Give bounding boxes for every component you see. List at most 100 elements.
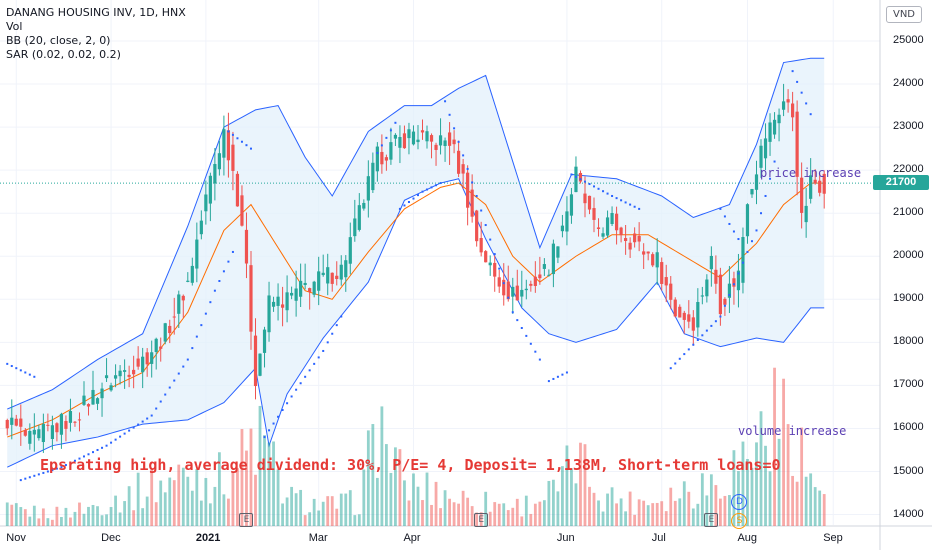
earnings-marker[interactable]: E xyxy=(704,513,719,527)
time-tick-label: Apr xyxy=(403,532,421,544)
volume-bar xyxy=(23,509,27,526)
sar-dot xyxy=(182,365,185,368)
sar-dot xyxy=(55,467,58,470)
volume-bar xyxy=(240,429,244,526)
candle-body xyxy=(375,146,379,172)
sar-dot xyxy=(696,339,699,342)
sar-dot xyxy=(231,250,234,253)
sar-dot xyxy=(430,186,433,189)
sar-dot xyxy=(137,423,140,426)
volume-bar xyxy=(236,468,239,526)
volume-bar xyxy=(565,445,569,526)
volume-bar xyxy=(285,497,289,526)
candle-body xyxy=(10,417,14,425)
volume-bar xyxy=(782,378,785,526)
sar-dot xyxy=(268,429,271,432)
volume-bar xyxy=(728,495,731,526)
sar-dot xyxy=(511,311,514,314)
volume-bar xyxy=(542,500,546,526)
sar-dot xyxy=(714,320,717,323)
split-marker[interactable]: S xyxy=(731,513,748,529)
volume-bar xyxy=(217,452,221,526)
volume-bar xyxy=(290,486,294,526)
sar-dot xyxy=(19,479,22,482)
volume-bar xyxy=(299,489,303,526)
volume-bar xyxy=(466,497,470,526)
volume-bar xyxy=(362,469,366,526)
candle-body xyxy=(398,136,402,148)
volume-bar xyxy=(267,442,271,526)
volume-bar xyxy=(380,406,384,526)
annotation-price-increase[interactable]: price increase xyxy=(760,166,862,180)
candle-body xyxy=(777,114,781,124)
currency-button[interactable]: VND xyxy=(886,6,922,23)
volume-bar xyxy=(583,444,587,526)
sar-dot xyxy=(240,140,243,143)
earnings-marker[interactable]: E xyxy=(474,513,489,527)
annotation-volume-increase[interactable]: volume increase xyxy=(738,424,847,438)
volume-bar xyxy=(10,504,14,526)
sar-dot xyxy=(579,178,582,181)
volume-bar xyxy=(141,508,145,526)
candle-body xyxy=(696,302,700,328)
sar-dot xyxy=(525,334,528,337)
volume-bar xyxy=(105,514,108,526)
sar-dot xyxy=(615,197,618,200)
candle-body xyxy=(614,213,619,231)
candle-body xyxy=(41,423,45,443)
candle-body xyxy=(389,142,393,160)
volume-bar xyxy=(764,445,767,526)
volume-bar xyxy=(281,503,284,526)
candle-body xyxy=(642,251,646,255)
candle-body xyxy=(493,262,497,277)
sar-dot xyxy=(475,194,478,197)
sar-dot xyxy=(191,347,194,350)
volume-bar xyxy=(177,464,181,526)
candle-body xyxy=(321,272,325,276)
candle-body xyxy=(213,163,217,184)
earnings-marker[interactable]: E xyxy=(239,513,254,527)
price-tick-label: 24000 xyxy=(893,77,924,90)
indicator-vol[interactable]: Vol xyxy=(6,20,23,33)
volume-bar xyxy=(335,508,339,526)
sar-dot xyxy=(281,409,284,411)
volume-bar xyxy=(69,517,72,526)
candle-body xyxy=(109,385,113,391)
volume-bar xyxy=(696,503,700,526)
candle-body xyxy=(55,423,59,433)
candle-body xyxy=(583,193,587,204)
sar-dot xyxy=(51,469,54,472)
candle-body xyxy=(673,299,677,317)
sar-dot xyxy=(82,455,85,458)
annotation-fundamentals[interactable]: Epsrating high, average dividend: 30%, P… xyxy=(40,456,781,474)
sar-dot xyxy=(209,301,212,304)
dividend-marker[interactable]: D xyxy=(731,494,748,510)
indicator-sar[interactable]: SAR (0.02, 0.02, 0.2) xyxy=(6,48,121,61)
volume-bar xyxy=(294,493,298,526)
sar-dot xyxy=(236,137,239,140)
volume-bar xyxy=(231,471,235,526)
volume-bar xyxy=(303,515,307,526)
volume-bar xyxy=(664,511,668,526)
candle-body xyxy=(592,208,596,220)
volume-bar xyxy=(759,411,763,526)
sar-dot xyxy=(64,464,67,467)
volume-bar xyxy=(276,469,280,526)
volume-bar xyxy=(186,476,190,526)
sar-dot xyxy=(42,471,45,474)
volume-bar xyxy=(533,503,537,526)
sar-dot xyxy=(638,207,641,210)
indicator-bb[interactable]: BB (20, close, 2, 0) xyxy=(6,34,111,47)
volume-bar xyxy=(714,485,718,526)
volume-bar xyxy=(416,486,420,526)
sar-dot xyxy=(290,395,293,398)
candle-body xyxy=(759,145,763,168)
candle-body xyxy=(366,176,370,201)
volume-bar xyxy=(655,502,659,526)
candle-body xyxy=(556,246,560,258)
candle-body xyxy=(574,166,578,193)
candle-body xyxy=(511,286,515,297)
sar-dot xyxy=(277,415,280,418)
sar-dot xyxy=(218,280,221,283)
